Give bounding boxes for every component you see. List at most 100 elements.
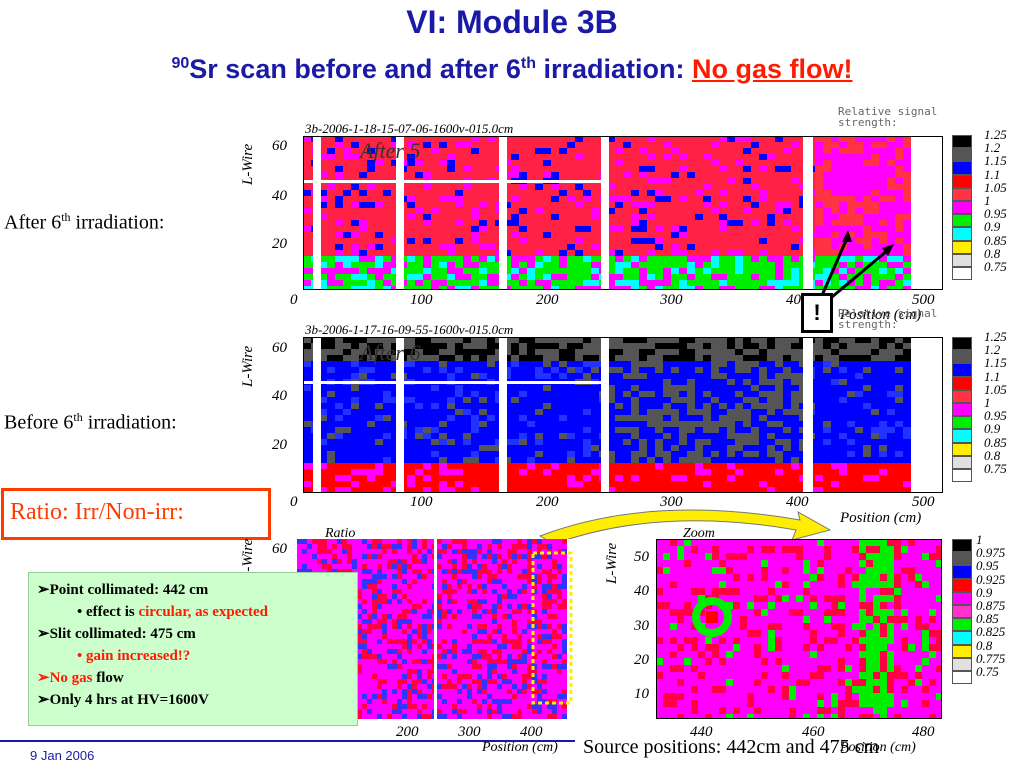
legend-swatch — [952, 670, 972, 685]
legend-swatch — [952, 253, 972, 267]
plot4-legend — [952, 539, 972, 685]
legend-value: 1 — [984, 395, 991, 411]
legend-value: 1.1 — [984, 368, 1001, 384]
legend-value: 1.25 — [984, 127, 1007, 142]
legend-value: 0.975 — [976, 545, 1006, 561]
plot1-ytick: 20 — [272, 236, 287, 252]
plot4-xtick: 440 — [690, 724, 713, 740]
plot2-xtick: 400 — [786, 494, 809, 510]
point-source-ring — [692, 597, 732, 637]
legend-swatch — [952, 337, 972, 351]
plot2-xtick: 100 — [410, 494, 433, 510]
plot1-xtick: 500 — [912, 292, 935, 308]
legend-value: 0.8 — [984, 447, 1001, 463]
legend-swatch — [952, 604, 972, 619]
plot1-ytick: 60 — [272, 138, 287, 154]
legend-value: 0.8 — [984, 245, 1001, 261]
plot2-ytick: 60 — [272, 340, 287, 356]
plot4-xlabel: Position (cm) — [840, 740, 916, 755]
legend-value: 0.95 — [984, 408, 1007, 424]
legend-value: 0.85 — [976, 611, 999, 627]
plot4-legend-values: 1 0.975 0.95 0.925 0.9 0.875 0.85 0.825 0.8 0.775… — [976, 533, 1005, 678]
plot3-ytick: 60 — [272, 541, 287, 557]
plot4-heatmap — [656, 539, 942, 719]
legend-swatch — [952, 174, 972, 188]
heatmap-gap — [601, 337, 609, 493]
legend-swatch — [952, 148, 972, 162]
plot4-xtick: 460 — [802, 724, 825, 740]
legend-value: 0.775 — [976, 650, 1006, 666]
legend-swatch — [952, 240, 972, 254]
legend-value: 0.95 — [984, 206, 1007, 222]
curved-arrow-icon — [538, 509, 832, 545]
plot2-ylabel: L-Wire — [240, 345, 256, 387]
legend-swatch — [952, 631, 972, 645]
heatmap-gap — [396, 136, 404, 290]
plot1-xlabel: Position (cm) — [840, 307, 922, 323]
heatmap-gap — [803, 136, 813, 290]
plot2-xlabel: Position (cm) — [840, 510, 922, 526]
legend-swatch — [952, 429, 972, 443]
plot2-overlay-label: After 6 — [360, 340, 421, 365]
legend-swatch — [952, 468, 972, 483]
plot1-legend — [952, 135, 972, 281]
arrow-to-slit — [825, 248, 889, 304]
arrow-to-point — [818, 235, 850, 301]
plot1-overlay-label: After 5 — [360, 138, 421, 163]
legend-swatch — [952, 644, 972, 658]
legend-value: 1.15 — [984, 355, 1007, 371]
note-circular: • effect is circular, as expected — [77, 604, 269, 620]
plot3-xlabel: Position (cm) — [482, 740, 558, 755]
legend-value: 0.75 — [984, 259, 1007, 275]
legend-swatch — [952, 552, 972, 566]
note-hv: ➢Only 4 hrs at HV=1600V — [37, 692, 209, 708]
legend-swatch — [952, 618, 972, 632]
footer-date: 9 Jan 2006 — [30, 748, 95, 763]
plot4-ytick: 50 — [634, 549, 649, 565]
legend-value: 0.75 — [984, 461, 1007, 477]
plot1-heatmap — [303, 136, 943, 290]
legend-value: 1 — [976, 532, 983, 547]
legend-swatch — [952, 266, 972, 281]
legend-swatch — [952, 591, 972, 605]
zoom-region-box — [531, 551, 573, 705]
zoom-arrow — [538, 509, 832, 545]
plot1-xtick: 100 — [410, 292, 433, 308]
plot4-xtick: 480 — [912, 724, 935, 740]
legend-swatch — [952, 376, 972, 390]
plot4-ytick: 40 — [634, 583, 649, 599]
plot4-ytick: 10 — [634, 686, 649, 702]
legend-swatch — [952, 455, 972, 469]
legend-swatch — [952, 539, 972, 553]
legend-swatch — [952, 402, 972, 417]
plot4-ytick: 30 — [634, 618, 649, 634]
legend-swatch — [952, 578, 972, 592]
heatmap-gap — [803, 337, 813, 493]
legend-value: 1.2 — [984, 140, 1001, 156]
plot2-title: 3b-2006-1-17-16-09-55-1600v-015.0cm — [305, 322, 514, 337]
heatmap-line — [303, 180, 603, 183]
legend-value: 0.9 — [984, 421, 1001, 437]
legend-value: 0.875 — [976, 598, 1006, 614]
arrow-head-icon — [882, 244, 894, 256]
plot2-ytick: 20 — [272, 437, 287, 453]
no-gas-warning: No gas flow! — [692, 54, 853, 84]
heatmap-gap — [313, 136, 321, 290]
plot2-xtick: 500 — [912, 494, 935, 510]
legend-value: 1.05 — [984, 179, 1007, 195]
note-no-gas: ➢No gas flow — [37, 670, 124, 686]
arrow-head-icon — [842, 230, 852, 242]
plot2-xtick: 0 — [290, 494, 298, 510]
legend-swatch — [952, 565, 972, 579]
legend-swatch — [952, 187, 972, 201]
subtitle-text: Sr scan before and after 6 — [189, 54, 521, 84]
plot4-title: Zoom — [683, 526, 715, 541]
plot2-heatmap — [303, 337, 943, 493]
legend-swatch — [952, 350, 972, 364]
legend-value: 0.825 — [976, 624, 1006, 640]
plot3-title: Ratio — [325, 526, 356, 541]
legend-value: 0.9 — [976, 584, 993, 600]
heatmap-gap — [313, 337, 321, 493]
plot2-legend — [952, 337, 972, 483]
slide-subtitle: 90Sr scan before and after 6th irradiati… — [0, 54, 1024, 85]
